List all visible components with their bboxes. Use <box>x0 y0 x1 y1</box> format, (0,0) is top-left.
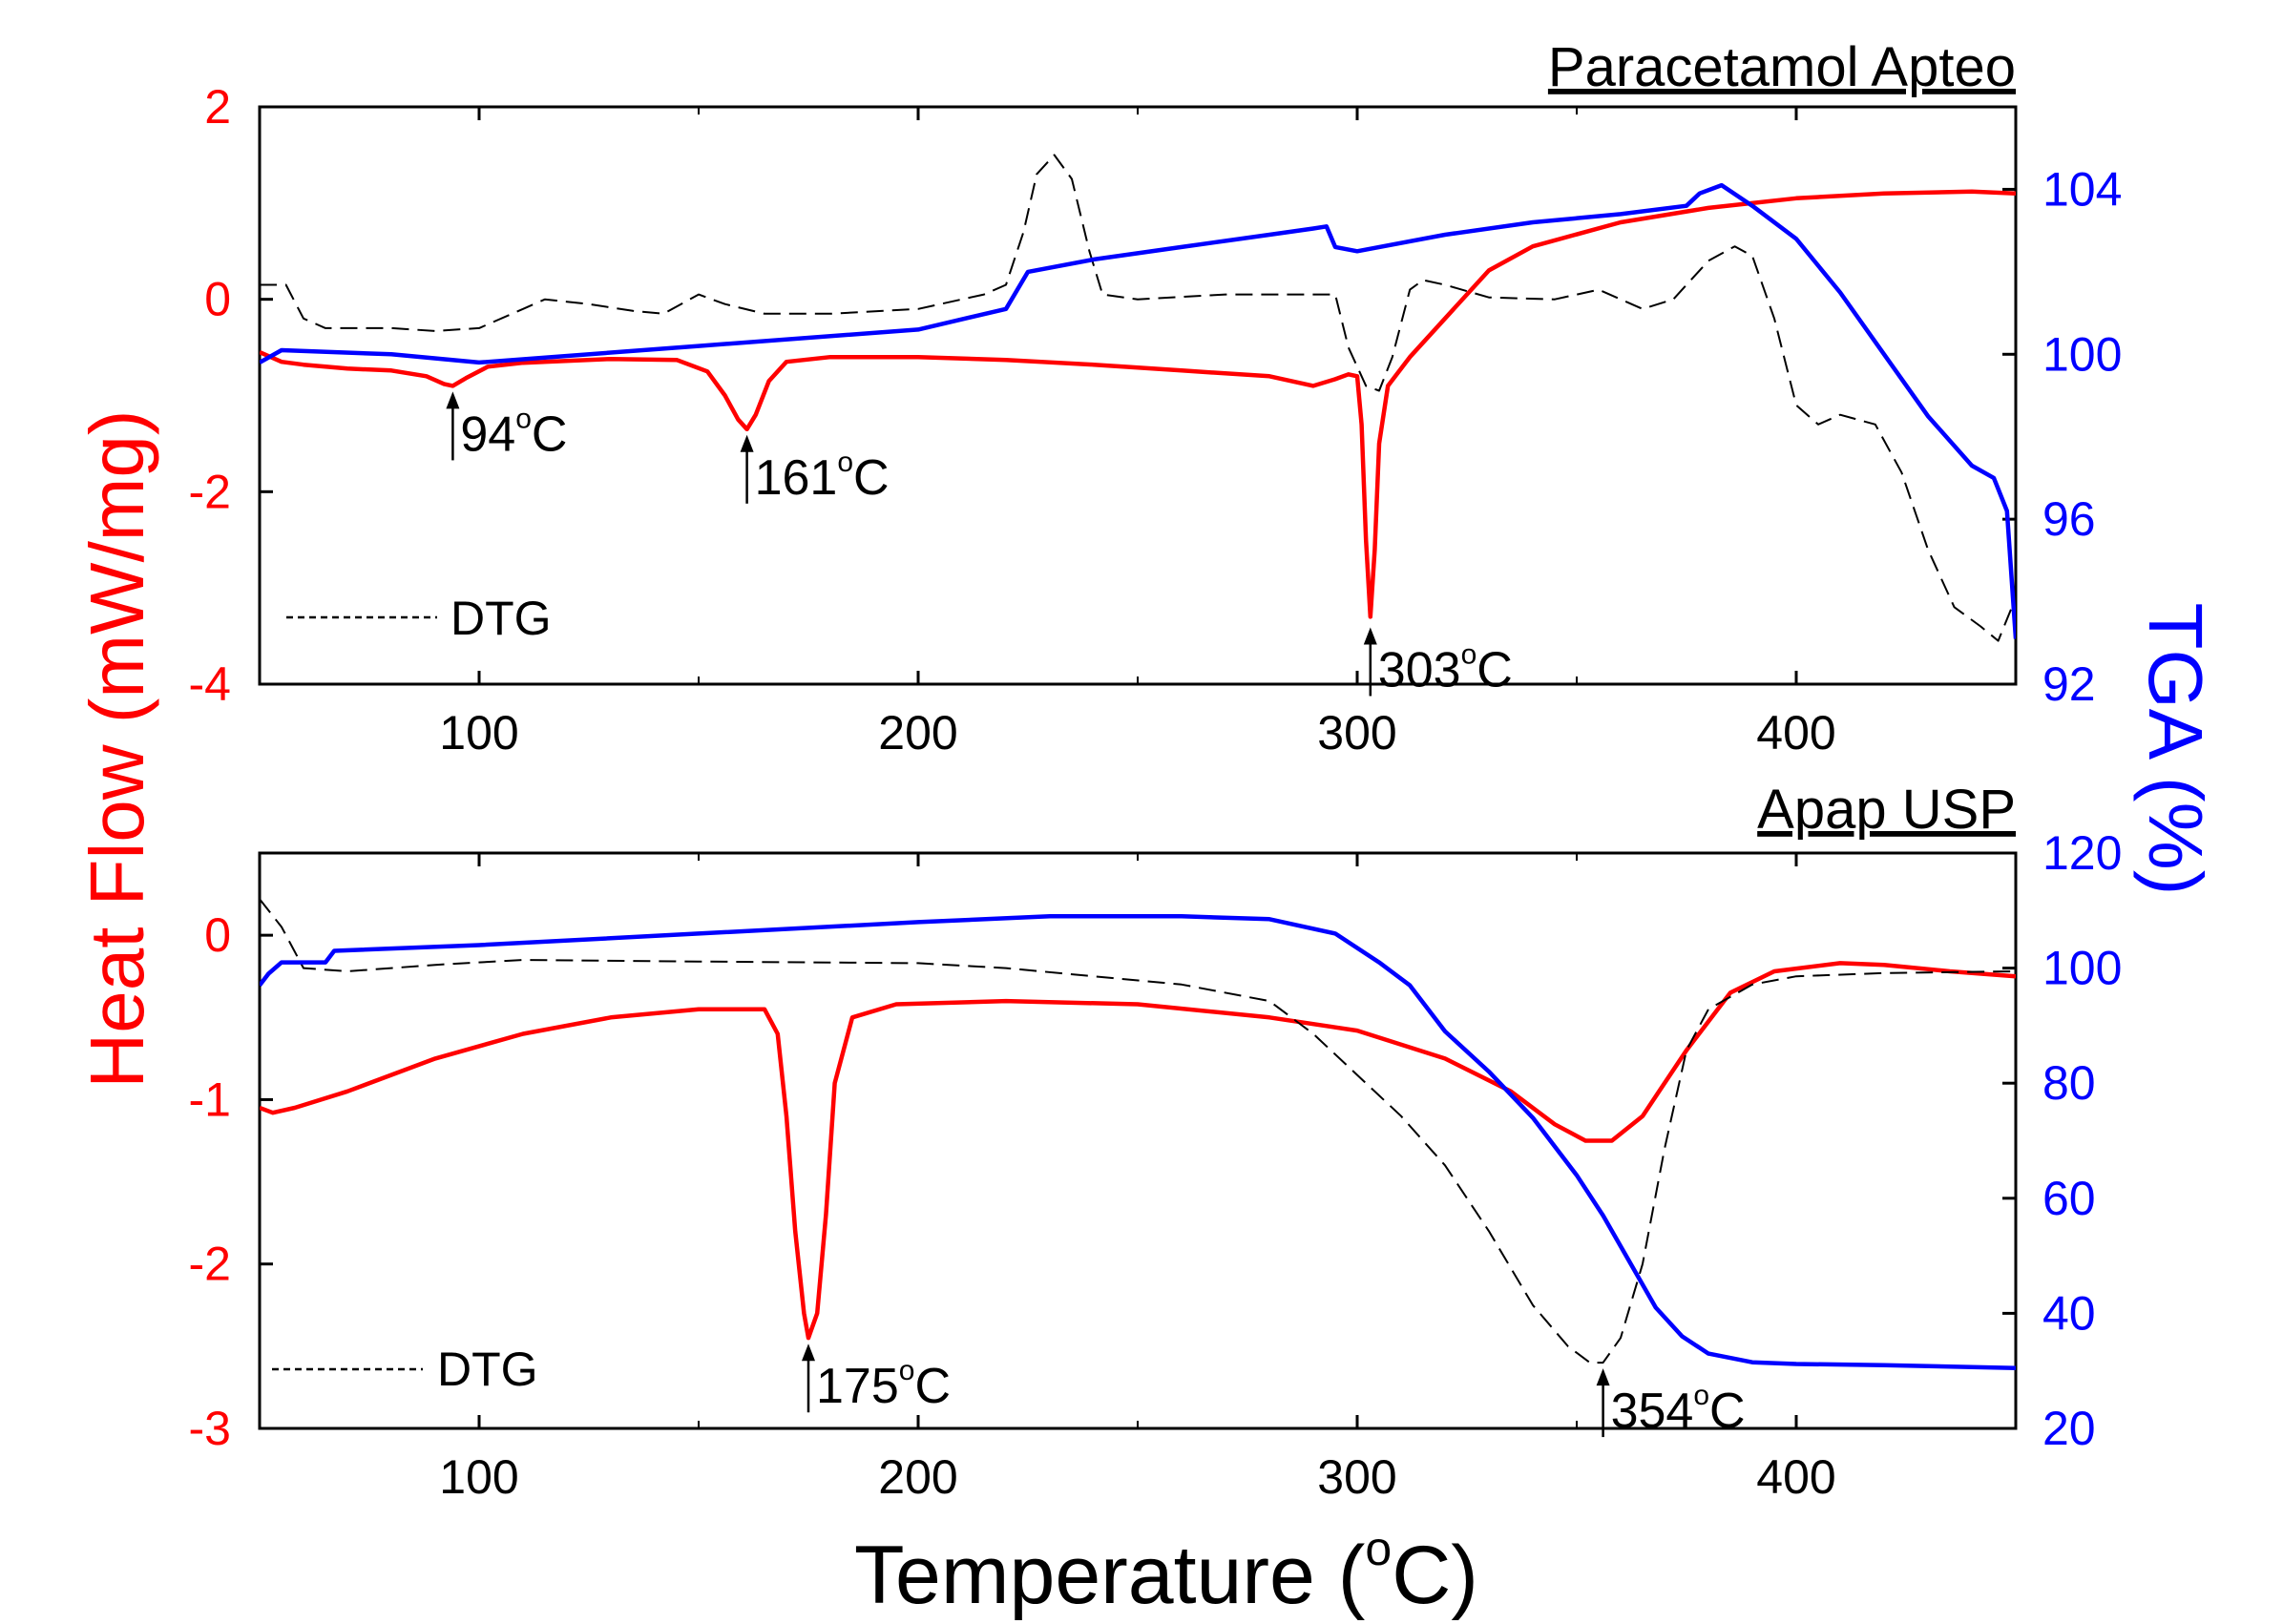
legend-bottom-dtg-label: DTG <box>437 1343 538 1396</box>
y-left-tick-label-top: -2 <box>189 465 231 518</box>
x-tick-label-top: 300 <box>1317 706 1396 760</box>
y-left-tick-label-top: -4 <box>189 657 231 711</box>
y-right-tick-label-top: 92 <box>2042 657 2096 711</box>
series-tga-top <box>260 182 2016 639</box>
y-right-tick-label-bottom: 100 <box>2042 942 2122 995</box>
series-tga-bottom <box>260 914 2016 1370</box>
x-axis-label-main: Temperature ( <box>854 1530 1366 1621</box>
annotation-arrowhead-top <box>740 434 754 452</box>
y-right-tick-label-top: 104 <box>2042 162 2122 216</box>
x-tick-label-top: 100 <box>439 706 518 760</box>
x-tick-label-top: 200 <box>878 706 957 760</box>
y-right-tick-label-top: 100 <box>2042 327 2122 381</box>
y-left-tick-label-bottom: -2 <box>189 1238 231 1291</box>
panel-top-title: Paracetamol Apteo <box>1548 36 2016 98</box>
y-left-tick-label-bottom: -1 <box>189 1072 231 1126</box>
x-tick-label-bottom: 300 <box>1317 1450 1396 1504</box>
annotation-label-bottom: 175oC <box>816 1355 951 1414</box>
series-dtg-top <box>260 154 2016 642</box>
x-axis-label: Temperature (oC) <box>854 1522 1478 1621</box>
y-right-tick-label-bottom: 20 <box>2042 1402 2096 1455</box>
y-left-tick-label-bottom: -3 <box>189 1402 231 1455</box>
annotation-arrowhead-top <box>446 391 460 409</box>
annotation-arrowhead-bottom <box>802 1343 815 1362</box>
series-dtg-bottom <box>260 898 2016 1364</box>
legend-top-dtg-label: DTG <box>450 592 552 645</box>
y-left-tick-label-bottom: 0 <box>204 908 231 962</box>
series-group-bottom <box>260 898 2016 1370</box>
annotation-label-bottom: 354oC <box>1611 1380 1746 1439</box>
series-heat-flow-bottom <box>260 961 2016 1341</box>
y-left-tick-label-top: 0 <box>204 273 231 326</box>
y-axis-right-label: TGA (%) <box>2133 603 2218 896</box>
y-right-tick-label-bottom: 40 <box>2042 1286 2096 1340</box>
panel-bottom-title: Apap USP <box>1757 779 2016 841</box>
x-axis-label-degree: o <box>1365 1522 1392 1575</box>
annotation-arrowhead-top <box>1363 627 1377 645</box>
y-left-tick-label-top: 2 <box>204 80 231 134</box>
y-axis-left-label: Heat Flow (mW/mg) <box>74 409 159 1088</box>
x-axis-label-unit: C) <box>1392 1530 1478 1621</box>
x-tick-label-bottom: 100 <box>439 1450 518 1504</box>
y-right-tick-label-bottom: 80 <box>2042 1056 2096 1110</box>
y-right-tick-label-top: 96 <box>2042 492 2096 546</box>
series-group-top <box>260 154 2016 642</box>
x-tick-label-bottom: 200 <box>878 1450 957 1504</box>
y-right-tick-label-bottom: 120 <box>2042 826 2122 880</box>
annotation-label-top: 94oC <box>460 403 567 462</box>
y-right-tick-label-bottom: 60 <box>2042 1172 2096 1225</box>
annotation-arrowhead-bottom <box>1596 1368 1610 1386</box>
series-heat-flow-top <box>260 189 2016 619</box>
annotation-label-top: 161oC <box>755 447 890 506</box>
x-tick-label-top: 400 <box>1756 706 1835 760</box>
annotation-label-top: 303oC <box>1378 638 1513 697</box>
x-tick-label-bottom: 400 <box>1756 1450 1835 1504</box>
chart-marks: 100 200 300 400-4-202929610010494oC161oC303… <box>189 80 2123 1504</box>
